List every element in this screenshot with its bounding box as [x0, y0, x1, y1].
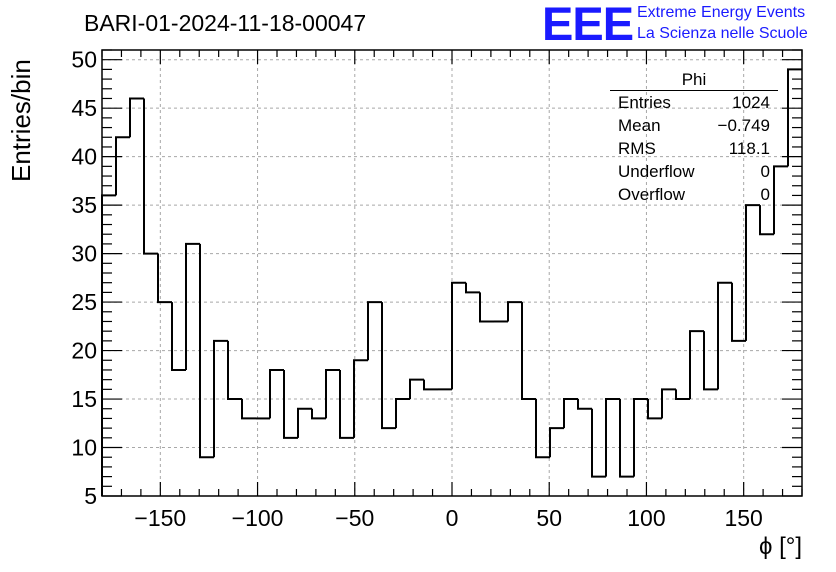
histogram-bin	[731, 282, 746, 342]
histogram-bin	[227, 340, 242, 401]
histogram-bin	[115, 136, 130, 196]
histogram-bin	[241, 399, 256, 420]
histogram-bin	[773, 165, 788, 235]
histogram-bin	[745, 204, 760, 341]
y-axis-label: Entries/bin	[6, 59, 36, 182]
histogram-bin	[619, 399, 634, 478]
histogram-bin	[633, 398, 648, 477]
stats-row-entries: Entries 1024	[610, 91, 778, 114]
histogram-bin	[689, 330, 704, 400]
histogram-bin	[661, 388, 676, 419]
histogram-bin	[395, 398, 410, 429]
stats-row-rms: RMS 118.1	[610, 137, 778, 160]
histogram-bin	[423, 379, 438, 391]
stats-value: −0.749	[717, 116, 770, 135]
histogram-bin	[535, 399, 550, 459]
histogram-bin	[325, 368, 340, 419]
histogram-bin	[605, 398, 620, 477]
y-tick-label: 30	[71, 241, 97, 267]
histogram-bin	[591, 408, 606, 478]
logo-text-line2: La Scienza nelle Scuole	[637, 25, 808, 42]
y-tick-label: 35	[71, 192, 97, 218]
histogram-bin	[759, 205, 774, 236]
histogram-bin	[675, 389, 690, 401]
histogram-bin	[283, 369, 298, 439]
x-tick-label: 50	[536, 505, 562, 531]
stats-row-mean: Mean −0.749	[610, 114, 778, 137]
stats-box: Phi Entries 1024 Mean −0.749 RMS 118.1 U…	[610, 70, 778, 206]
histogram-bin	[577, 399, 592, 410]
x-tick-label: 150	[724, 505, 762, 531]
stats-value: 0	[760, 185, 770, 204]
x-tick-label: −150	[134, 505, 186, 531]
stats-label: Mean	[618, 116, 661, 135]
histogram-bin	[311, 408, 326, 420]
y-tick-label: 5	[84, 483, 97, 509]
histogram-bin	[171, 302, 186, 371]
histogram-bin	[269, 368, 284, 419]
y-tick-label: 25	[71, 289, 97, 315]
logo-text-line1: Extreme Energy Events	[637, 4, 806, 21]
eee-logo: EEE	[542, 0, 634, 50]
histogram-bin	[213, 339, 228, 458]
tick-marks	[101, 49, 803, 497]
histogram-bin	[339, 369, 354, 439]
stats-label: RMS	[618, 139, 656, 158]
y-tick-label: 45	[71, 95, 97, 121]
histogram-bin	[409, 378, 424, 400]
histogram-bin	[353, 359, 368, 438]
chart-title: BARI-01-2024-11-18-00047	[84, 10, 367, 36]
histogram-bin	[647, 399, 662, 420]
histogram-bin	[381, 302, 396, 430]
histogram-bin	[451, 281, 466, 390]
y-tick-label: 15	[71, 386, 97, 412]
x-tick-label: −100	[232, 505, 284, 531]
stats-label: Underflow	[618, 162, 695, 181]
x-tick-label: 100	[627, 505, 665, 531]
histogram-bin	[479, 292, 494, 323]
stats-row-underflow: Underflow 0	[610, 160, 778, 183]
histogram-bin	[507, 301, 522, 322]
x-tick-label: 0	[446, 505, 459, 531]
histogram-bin	[101, 194, 116, 496]
stats-label: Entries	[618, 93, 671, 112]
histogram-bin	[143, 98, 158, 255]
grid-lines	[102, 50, 802, 496]
histogram-bin	[199, 243, 214, 459]
histogram-bin	[129, 97, 144, 138]
histogram-bin	[297, 407, 312, 438]
y-tick-label: 20	[71, 338, 97, 364]
histogram-bin	[703, 331, 718, 391]
histogram-bin	[521, 302, 536, 401]
stats-value: 0	[760, 162, 770, 181]
histogram-bin	[367, 301, 382, 361]
y-tick-label: 40	[71, 144, 97, 170]
stats-value: 118.1	[728, 139, 770, 158]
stats-title: Phi	[610, 70, 778, 91]
stats-value: 1024	[732, 93, 770, 112]
stats-label: Overflow	[618, 185, 686, 204]
histogram-bin	[563, 398, 578, 429]
tick-labels: −150 −100 −50 0 50 100 150 5 10 15 20 25 30 35 40 45 50	[71, 47, 762, 531]
x-tick-label: −50	[335, 505, 374, 531]
histogram-bin	[157, 253, 172, 304]
histogram-bin	[185, 242, 200, 370]
stats-row-overflow: Overflow 0	[610, 183, 778, 206]
histogram-bin	[717, 281, 732, 390]
histogram-bin	[465, 282, 480, 294]
x-axis-label: ϕ [°]	[758, 533, 802, 560]
y-tick-label: 50	[71, 47, 97, 73]
y-tick-label: 10	[71, 435, 97, 461]
histogram-bin	[549, 427, 564, 458]
